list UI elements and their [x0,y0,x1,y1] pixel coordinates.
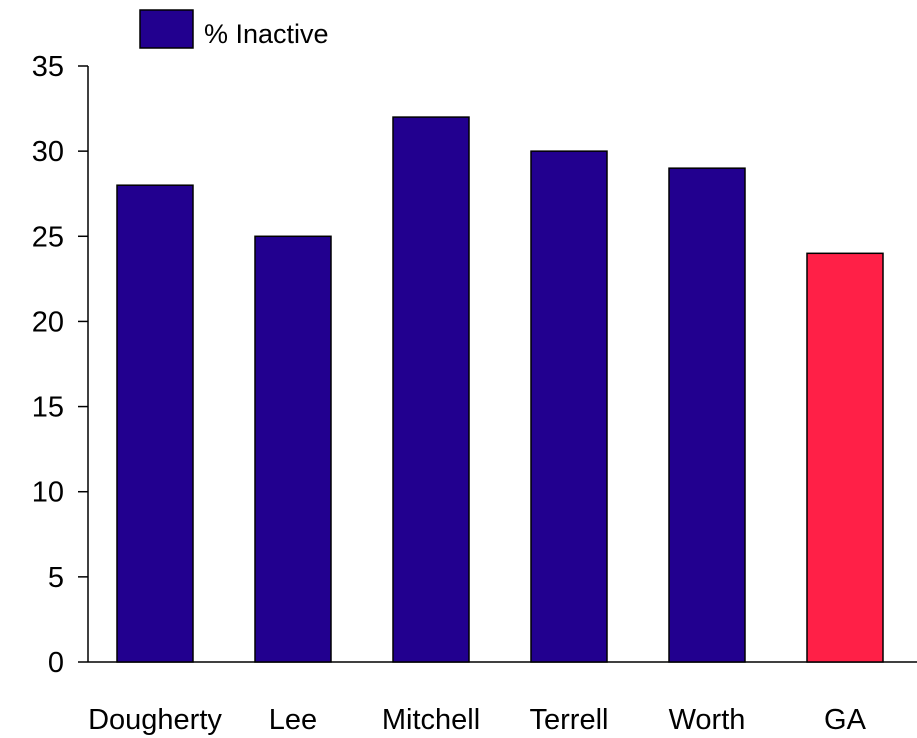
bar-worth [668,167,746,663]
bar-lee [254,235,332,663]
legend: % Inactive [139,9,329,49]
y-tick-label: 30 [32,136,64,168]
y-tick-label: 0 [48,647,64,679]
x-tick-label: Dougherty [88,704,222,736]
legend-label: % Inactive [204,19,329,49]
x-tick-label: GA [824,704,867,736]
y-tick-label: 10 [32,477,64,509]
x-tick-label: Worth [669,704,746,736]
x-axis-labels: Dougherty Lee Mitchell Terrell Worth GA [88,704,867,736]
y-tick-label: 25 [32,221,64,253]
bars [116,116,884,663]
bar-terrell [530,150,608,663]
x-tick-label: Terrell [530,704,609,736]
x-tick-label: Lee [269,704,317,736]
legend-swatch [139,9,194,49]
y-tick-label: 35 [32,51,64,83]
y-tick-label: 5 [48,562,64,594]
y-tick-label: 15 [32,392,64,424]
y-axis-ticks: 0 5 10 15 20 25 30 35 [32,51,88,679]
bar-dougherty [116,184,194,663]
y-tick-label: 20 [32,306,64,338]
bar-ga [806,252,884,663]
x-tick-label: Mitchell [382,704,480,736]
axes [87,66,917,663]
bar-mitchell [392,116,470,663]
